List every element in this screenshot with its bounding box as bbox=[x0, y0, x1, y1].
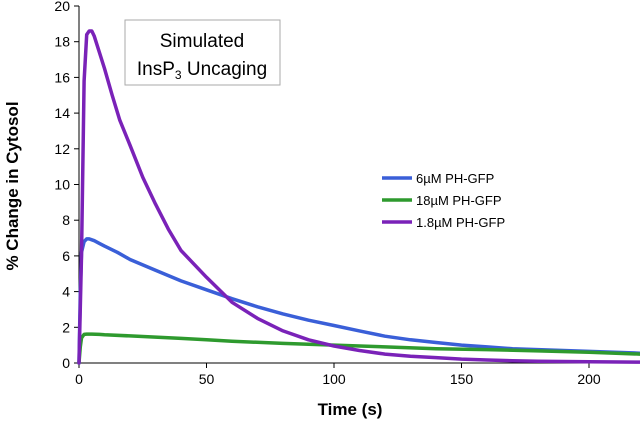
series-line-3 bbox=[77, 29, 640, 365]
x-axis-title: Time (s) bbox=[318, 400, 383, 419]
title-subscript: 3 bbox=[175, 68, 182, 82]
y-axis-title: % Change in Cytosol bbox=[3, 101, 22, 270]
y-tick-label: 0 bbox=[62, 355, 70, 371]
y-tick-labels: 0 2 4 6 8 10 12 14 16 18 20 bbox=[54, 0, 79, 371]
x-tick-labels: 0 50 100 150 200 bbox=[75, 363, 601, 387]
legend-label-3: 1.8µM PH-GFP bbox=[416, 215, 505, 230]
title-uncaging: Uncaging bbox=[182, 59, 268, 80]
legend-label-2: 18µM PH-GFP bbox=[416, 193, 502, 208]
y-tick-label: 6 bbox=[62, 248, 70, 264]
y-tick-label: 18 bbox=[54, 34, 70, 50]
y-tick-label: 14 bbox=[54, 105, 70, 121]
y-tick-label: 8 bbox=[62, 212, 70, 228]
legend: 6µM PH-GFP 18µM PH-GFP 1.8µM PH-GFP bbox=[375, 162, 532, 238]
chart-title-line1: Simulated bbox=[160, 31, 245, 52]
series-line-2 bbox=[77, 332, 640, 365]
y-tick-label: 2 bbox=[62, 319, 70, 335]
x-tick-label: 50 bbox=[199, 371, 215, 387]
x-tick-label: 0 bbox=[75, 371, 83, 387]
chart-title-line2: InsP3 Uncaging bbox=[137, 59, 267, 82]
title-box-border bbox=[124, 19, 281, 86]
x-tick-label: 100 bbox=[322, 371, 346, 387]
x-tick-label: 150 bbox=[450, 371, 474, 387]
legend-label-1: 6µM PH-GFP bbox=[416, 171, 494, 186]
y-tick-label: 20 bbox=[54, 0, 70, 14]
chart-title-box: Simulated InsP3 Uncaging bbox=[124, 19, 281, 86]
series-lines bbox=[77, 29, 640, 365]
x-tick-label: 200 bbox=[577, 371, 601, 387]
y-tick-label: 10 bbox=[54, 177, 70, 193]
y-tick-label: 12 bbox=[54, 141, 70, 157]
y-tick-label: 4 bbox=[62, 284, 70, 300]
y-tick-label: 16 bbox=[54, 69, 70, 85]
title-insp: InsP bbox=[137, 59, 175, 80]
